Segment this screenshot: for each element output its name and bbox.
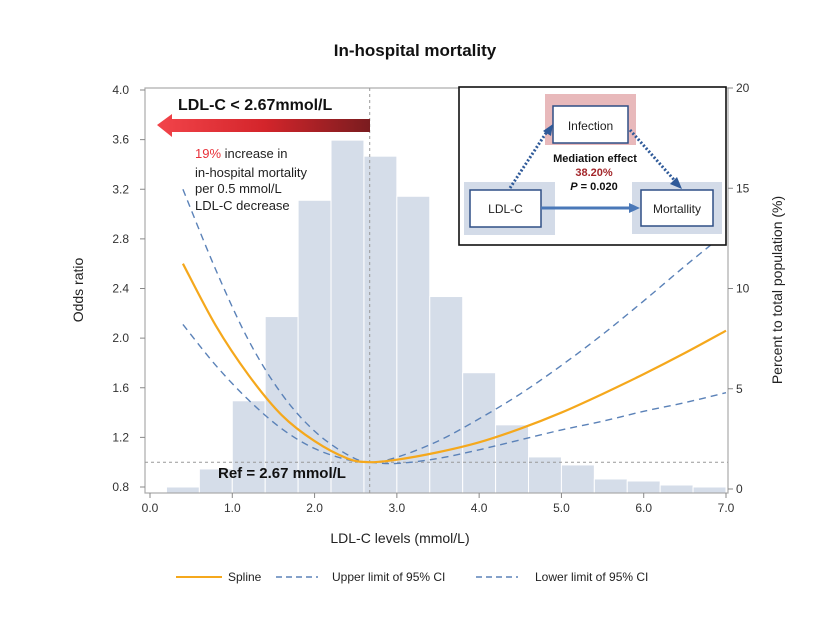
histogram-bar [165,486,200,494]
y-left-tick-label: 1.2 [112,430,129,444]
reference-label: Ref = 2.67 mmol/L [218,465,346,482]
legend-label-lower: Lower limit of 95% CI [535,570,648,584]
x-tick-label: 5.0 [553,501,570,515]
y-left-tick-label: 0.8 [112,480,129,494]
x-tick-label: 6.0 [635,501,652,515]
path-exposure-mediator [508,129,550,189]
arrowhead-direct [629,203,640,213]
x-tick-label: 1.0 [224,501,241,515]
path-mediator-outcome [628,129,678,183]
legend-label-spline: Spline [228,570,262,584]
outcome-box [640,189,714,227]
p-number: = 0.020 [578,181,618,193]
plot-frame [144,87,729,494]
y-right-axis-ticks: 0 5 10 15 20 [728,81,750,496]
histogram-bars [165,139,727,494]
annotation-line-1-rest: increase in [221,146,287,161]
left-arrow [157,114,370,137]
arrowhead-outcome-dotted [670,177,682,189]
p-value: P = 0.020 [570,181,617,193]
y-left-tick-label: 3.2 [112,182,129,196]
histogram-bar [363,155,398,494]
x-tick-label: 3.0 [389,501,406,515]
histogram-bar [626,480,661,494]
histogram-bar [462,372,497,494]
y-right-tick-label: 5 [736,382,743,396]
annotation-highlight: 19% [195,146,221,161]
y-left-axis-label: Odds ratio [70,257,86,322]
annotation-line-4: LDL-C decrease [195,198,290,213]
mediation-effect-value: 38.20% [575,167,613,179]
legend-label-upper: Upper limit of 95% CI [332,570,445,584]
y-right-tick-label: 20 [736,81,750,95]
x-tick-label: 7.0 [718,501,735,515]
legend: Spline Upper limit of 95% CI Lower limit… [176,570,648,584]
exposure-box [469,189,542,228]
mediation-inset: Infection LDL-C Mortallity Mediation eff… [458,86,727,246]
annotation-line-3: per 0.5 mmol/L [195,181,282,196]
y-right-tick-label: 15 [736,181,750,195]
series-line-lower-ci [182,324,727,465]
histogram-bar [429,296,464,494]
histogram-bar [692,486,727,494]
histogram-bar [659,484,694,494]
outcome-label: Mortallity [653,202,701,216]
curves [181,188,727,465]
mediator-label: Infection [568,119,613,133]
histogram-bar [593,478,628,494]
annotation-line-2: in-hospital mortality [195,165,307,180]
y-left-tick-label: 2.4 [112,282,129,296]
mediator-box [552,105,629,144]
y-left-tick-label: 2.0 [112,331,129,345]
arrow-label: LDL-C < 2.67mmol/L [178,97,332,114]
arrowhead-mediator [543,124,553,136]
x-tick-label: 2.0 [306,501,323,515]
y-left-tick-label: 3.6 [112,133,129,147]
x-axis-ticks: 0.0 1.0 2.0 3.0 4.0 5.0 6.0 7.0 [142,493,735,515]
series-line-spline [181,263,727,464]
histogram-bar [330,139,365,494]
x-tick-label: 4.0 [471,501,488,515]
y-left-tick-label: 4.0 [112,83,129,97]
p-label: P [570,181,578,193]
chart-title: In-hospital mortality [334,41,497,60]
x-axis-label: LDL-C levels (mmol/L) [330,530,469,546]
histogram-bar [396,195,431,494]
histogram-bar [560,464,595,494]
y-left-axis-ticks: 0.8 1.2 1.6 2.0 2.4 2.8 3.2 3.6 4.0 [112,83,145,494]
exposure-label: LDL-C [488,202,523,216]
mediation-effect-label: Mediation effect [553,153,637,165]
y-right-axis-label: Percent to total population (%) [769,196,785,384]
y-right-tick-label: 10 [736,282,750,296]
x-tick-label: 0.0 [142,501,159,515]
annotation-line-1: 19% increase in [195,146,288,161]
y-right-tick-label: 0 [736,482,743,496]
y-left-tick-label: 1.6 [112,381,129,395]
y-left-tick-label: 2.8 [112,232,129,246]
histogram-bar [528,456,562,494]
